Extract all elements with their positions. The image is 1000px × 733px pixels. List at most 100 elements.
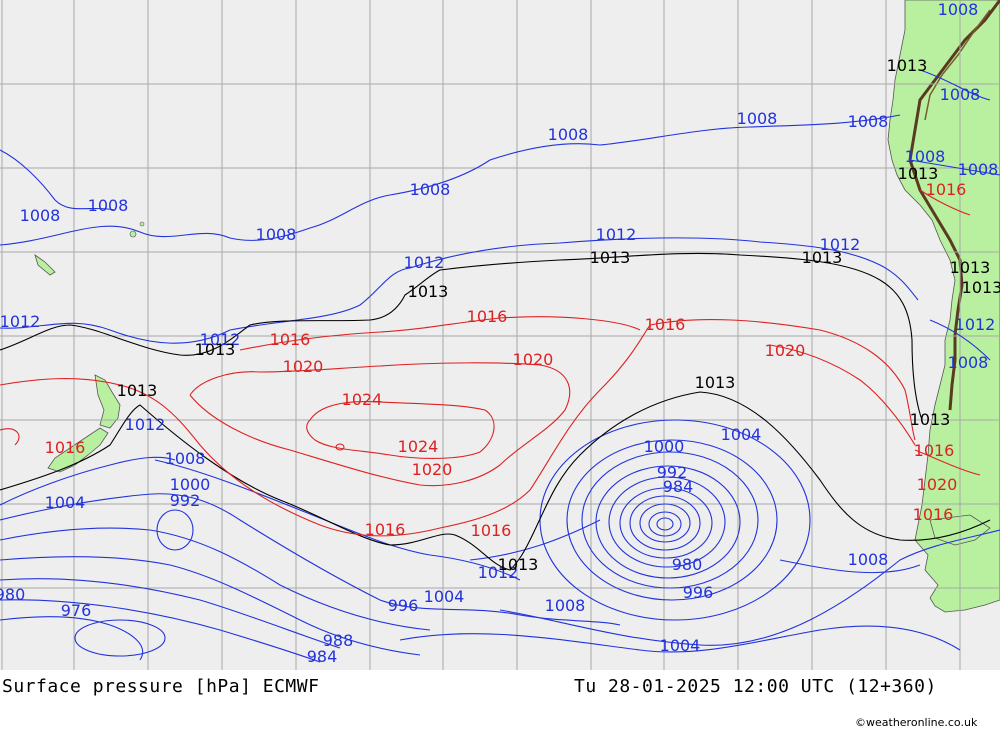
isobar-1008-coast2 [909, 159, 1000, 176]
isobar-1004-a [0, 456, 176, 506]
isobar-label: 1000 [644, 437, 685, 456]
isobar-label: 1000 [170, 475, 211, 494]
isobar-label: 1012 [596, 225, 637, 244]
isobars-high [0, 189, 981, 537]
ocean [0, 0, 1000, 670]
isobar-label: 1016 [365, 520, 406, 539]
isobar-1008-se [499, 529, 1000, 646]
isobar-label: 1008 [165, 449, 206, 468]
isobar-label: 1008 [20, 206, 61, 225]
isobar-label: 1008 [948, 353, 989, 372]
isobars-ref [0, 252, 991, 571]
isobar-label: 1013 [950, 258, 991, 277]
isobar-low-1000 [566, 439, 778, 601]
isobar-label: 1012 [955, 315, 996, 334]
isobar-label: 1008 [410, 180, 451, 199]
isobar-label: 1013 [898, 164, 939, 183]
isobar-label: 1008 [545, 596, 586, 615]
isobar-1012-se [469, 519, 601, 561]
isobar-labels: 1008 1008 1008 1008 1008 1008 1008 1008 1008 1008… [0, 0, 1000, 666]
pressure-map: 60E170E180170W160W150W140W130W120W110W10… [0, 0, 1000, 670]
isobar-1013-north [0, 252, 923, 421]
isobar-label: 1008 [548, 125, 589, 144]
isobar-1008-land [929, 319, 991, 361]
isobar-label: 980 [0, 585, 25, 604]
isobar-label: 1013 [910, 410, 951, 429]
isobar-label: 1008 [958, 160, 999, 179]
map-title: Surface pressure [hPa] ECMWF [2, 676, 320, 697]
isobar-label: 1013 [802, 248, 843, 267]
island-small-1 [129, 230, 137, 238]
isobar-label: 1013 [195, 340, 236, 359]
isobar-label: 1016 [926, 180, 967, 199]
isobar-label: 1012 [0, 312, 40, 331]
isobar-low-968 [656, 517, 674, 531]
andes-ridge-2 [924, 9, 991, 121]
isobar-label: 1008 [940, 85, 981, 104]
island-new-caledonia [34, 254, 56, 276]
isobar-label: 1016 [270, 330, 311, 349]
south-america-land [887, 0, 1000, 613]
isobar-label: 1004 [45, 493, 86, 512]
isobar-1016-nz [0, 428, 20, 446]
isobar-1013-south [0, 391, 991, 571]
isobar-1004-south [399, 625, 961, 653]
isobar-label: 1008 [848, 550, 889, 569]
isobar-1016-coast2 [919, 189, 971, 216]
isobar-label: 1020 [765, 341, 806, 360]
isobar-label: 1008 [88, 196, 129, 215]
isobar-low-996 [581, 451, 759, 589]
isobar-low-980 [629, 495, 701, 551]
isobar-label: 1016 [913, 505, 954, 524]
isobar-label: 1024 [342, 390, 383, 409]
isobar-label: 996 [683, 583, 714, 602]
isobar-976 [0, 616, 143, 661]
new-zealand-north [94, 374, 121, 429]
isobar-label: 1016 [467, 307, 508, 326]
isobar-1012-a [0, 237, 919, 344]
isobar-1008-e [779, 559, 921, 574]
isobar-label: 1016 [471, 521, 512, 540]
isobar-label: 1013 [408, 282, 449, 301]
isobar-label: 1013 [695, 373, 736, 392]
isobar-label: 984 [663, 477, 694, 496]
isobar-1008-coast [919, 69, 991, 101]
isobar-label: 1013 [962, 278, 1000, 297]
isobar-1020 [189, 362, 571, 487]
isobar-label: 1013 [887, 56, 928, 75]
isobar-label: 1020 [412, 460, 453, 479]
isobar-1008-b [154, 459, 521, 581]
map-valid-time: Tu 28-01-2025 12:00 UTC (12+360) [574, 676, 937, 697]
isobar-980-cell [74, 619, 166, 657]
isobar-label: 1008 [848, 112, 889, 131]
isobar-label: 1016 [914, 441, 955, 460]
isobar-label: 1013 [498, 555, 539, 574]
isobar-1008-north [0, 114, 901, 246]
isobar-label: 1012 [820, 235, 861, 254]
isobar-label: 1012 [478, 563, 519, 582]
isobar-low-972 [648, 511, 682, 537]
isobar-low-984 [619, 487, 713, 559]
isobar-label: 980 [672, 555, 703, 574]
isobar-label: 1020 [283, 357, 324, 376]
isobar-1024 [306, 401, 495, 459]
isobar-label: 1012 [125, 415, 166, 434]
isobar-992-cell [156, 509, 194, 551]
isobar-label: 1013 [590, 248, 631, 267]
isobar-992-sw [0, 556, 421, 656]
isobar-label: 1012 [200, 330, 241, 349]
island-small-2 [139, 221, 145, 227]
isobar-label: 996 [388, 596, 419, 615]
isobar-label: 1004 [660, 636, 701, 655]
isobar-label: 1013 [117, 381, 158, 400]
isobar-1020-east [769, 344, 916, 446]
isobar-label: 976 [61, 601, 92, 620]
isobar-label: 1008 [905, 147, 946, 166]
isobar-label: 988 [323, 631, 354, 650]
isobar-label: 1004 [721, 425, 762, 444]
isobar-1000 [0, 493, 621, 626]
isobar-label: 1008 [737, 109, 778, 128]
isobar-label: 1004 [424, 587, 465, 606]
isobar-label: 1020 [513, 350, 554, 369]
